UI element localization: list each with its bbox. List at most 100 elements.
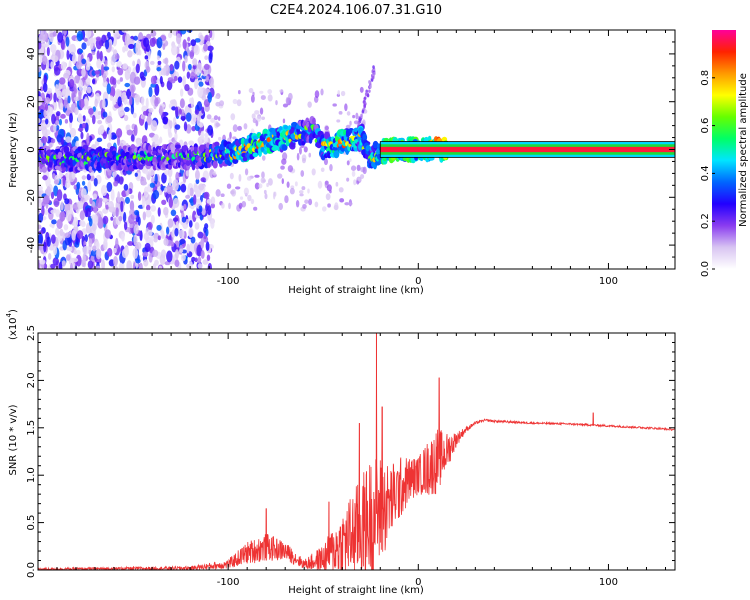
spectrogram-noise-blob — [133, 234, 138, 246]
spectrogram-noise-blob — [239, 196, 244, 200]
spectrogram-noise-blob — [232, 98, 238, 105]
spectrogram-noise-blob — [150, 30, 157, 37]
spectrogram-band-cell — [301, 140, 306, 146]
spectrogram-noise-blob — [301, 157, 306, 164]
spectrogram-noise-blob — [152, 249, 159, 258]
spectrogram-noise-blob — [172, 197, 180, 209]
spectrogram-noise-blob — [170, 79, 176, 84]
spectrogram-noise-blob — [64, 232, 71, 238]
spectrogram-noise-blob — [76, 30, 83, 42]
spectrogram-noise-blob — [141, 197, 146, 209]
spectrogram-noise-blob — [65, 210, 72, 222]
spectrogram-noise-blob — [197, 263, 203, 269]
spectrogram-noise-blob — [298, 146, 302, 155]
spectrogram-noise-blob — [267, 178, 273, 186]
spectrogram-noise-blob — [102, 131, 107, 140]
spectrogram-noise-blob — [266, 182, 269, 188]
spectrogram-noise-blob — [144, 168, 149, 176]
spectrogram-noise-blob — [41, 55, 48, 66]
spectrogram-panel: -100 0 100 -40 -20 0 20 40 Height of straight l… — [8, 29, 676, 296]
spectrogram-noise-blob — [120, 200, 124, 212]
spectrogram-noise-blob — [149, 60, 155, 65]
spectrogram-noise-blob — [171, 229, 176, 238]
spectrogram-noise-blob — [101, 259, 106, 269]
spectrogram-noise-blob — [38, 118, 41, 124]
spectrogram-noise-blob — [129, 200, 135, 212]
spectrogram-noise-blob — [145, 200, 150, 206]
spectrogram-noise-blob — [170, 209, 177, 217]
spectrogram-noise-blob — [52, 257, 60, 266]
spectrogram-noise-blob — [50, 263, 56, 269]
spectrogram-noise-blob — [281, 152, 288, 161]
spectrogram-noise-blob — [186, 71, 191, 79]
spectrogram-noise-blob — [44, 97, 51, 104]
spectrogram-ticks: -100 0 100 -40 -20 0 20 40 — [26, 29, 675, 287]
spectrogram-noise-blob — [262, 179, 266, 183]
spectrogram-noise-blob — [109, 86, 116, 98]
spectrogram-y-axis-label: Frequency (Hz) — [8, 112, 19, 188]
spectrogram-noise-blob — [68, 246, 73, 252]
spectrogram-noise-blob — [205, 75, 210, 83]
spectrogram-noise-blob — [178, 108, 182, 115]
spectrogram-noise-blob — [371, 75, 375, 79]
spectrogram-noise-blob — [82, 245, 89, 256]
spectrogram-noise-blob — [111, 66, 115, 73]
spectrogram-noise-blob — [64, 236, 71, 246]
spectrogram-noise-blob — [112, 247, 117, 254]
spectrogram-noise-blob — [184, 55, 188, 63]
spectrogram-noise-blob — [250, 94, 255, 103]
spectrogram-noise-blob — [48, 253, 52, 260]
spectrogram-noise-blob — [128, 38, 135, 45]
spectrogram-y-tick-label: 0 — [26, 146, 37, 152]
spectrogram-noise-blob — [157, 60, 162, 65]
spectrogram-noise-blob — [41, 205, 45, 217]
spectrogram-noise-blob — [206, 254, 211, 262]
spectrogram-noise-blob — [53, 92, 57, 103]
spectrogram-noise-blob — [110, 216, 114, 221]
spectrogram-noise-blob — [92, 78, 96, 85]
spectrogram-noise-blob — [61, 260, 66, 267]
spectrogram-noise-blob — [209, 30, 213, 39]
spectrogram-noise-blob — [110, 188, 115, 201]
spectrogram-noise-blob — [148, 86, 153, 98]
spectrogram-noise-blob — [38, 185, 43, 192]
spectrogram-noise-blob — [180, 254, 186, 262]
snr-x-tick-label: 0 — [415, 577, 421, 588]
spectrogram-noise-blob — [152, 263, 157, 269]
spectrogram-noise-blob — [154, 83, 160, 96]
spectrogram-noise-blob — [166, 250, 173, 263]
spectrogram-noise-blob — [170, 241, 175, 248]
spectrogram-noise-blob — [200, 177, 206, 183]
spectrogram-noise-blob — [243, 187, 249, 196]
spectrogram-noise-blob — [60, 61, 67, 71]
spectrogram-noise-blob — [95, 36, 102, 41]
spectrogram-noise-blob — [279, 89, 284, 93]
spectrogram-y-tick-label: -40 — [26, 237, 37, 253]
spectrogram-band-cell — [63, 145, 70, 154]
spectrogram-noise-blob — [69, 127, 77, 138]
spectrogram-noise-blob — [156, 37, 163, 49]
spectrogram-noise-blob — [106, 83, 112, 95]
spectrogram-noise-blob — [106, 31, 111, 39]
spectrogram-noise-blob — [260, 95, 266, 100]
spectrogram-noise-blob — [81, 122, 87, 129]
spectrogram-noise-blob — [194, 222, 200, 230]
spectrogram-noise-blob — [68, 79, 75, 88]
spectrogram-band-cell — [205, 142, 210, 149]
spectrogram-noise-blob — [60, 201, 64, 211]
spectrogram-noise-blob — [81, 67, 86, 78]
spectrogram-noise-blob — [121, 30, 129, 33]
spectrogram-noise-blob — [203, 43, 209, 52]
spectrogram-noise-blob — [179, 239, 186, 245]
spectrogram-noise-blob — [361, 109, 365, 114]
spectrogram-noise-blob — [314, 90, 320, 99]
spectrogram-band-cell — [281, 144, 288, 151]
spectrogram-band-cell — [191, 163, 196, 171]
spectrogram-noise-blob — [194, 38, 201, 43]
spectrogram-noise-blob — [298, 190, 304, 194]
spectrogram-noise-blob — [93, 205, 98, 214]
spectrogram-noise-blob — [118, 262, 124, 269]
spectrogram-noise-blob — [169, 99, 177, 105]
spectrogram-noise-blob — [171, 44, 178, 56]
spectrogram-noise-blob — [93, 214, 99, 226]
